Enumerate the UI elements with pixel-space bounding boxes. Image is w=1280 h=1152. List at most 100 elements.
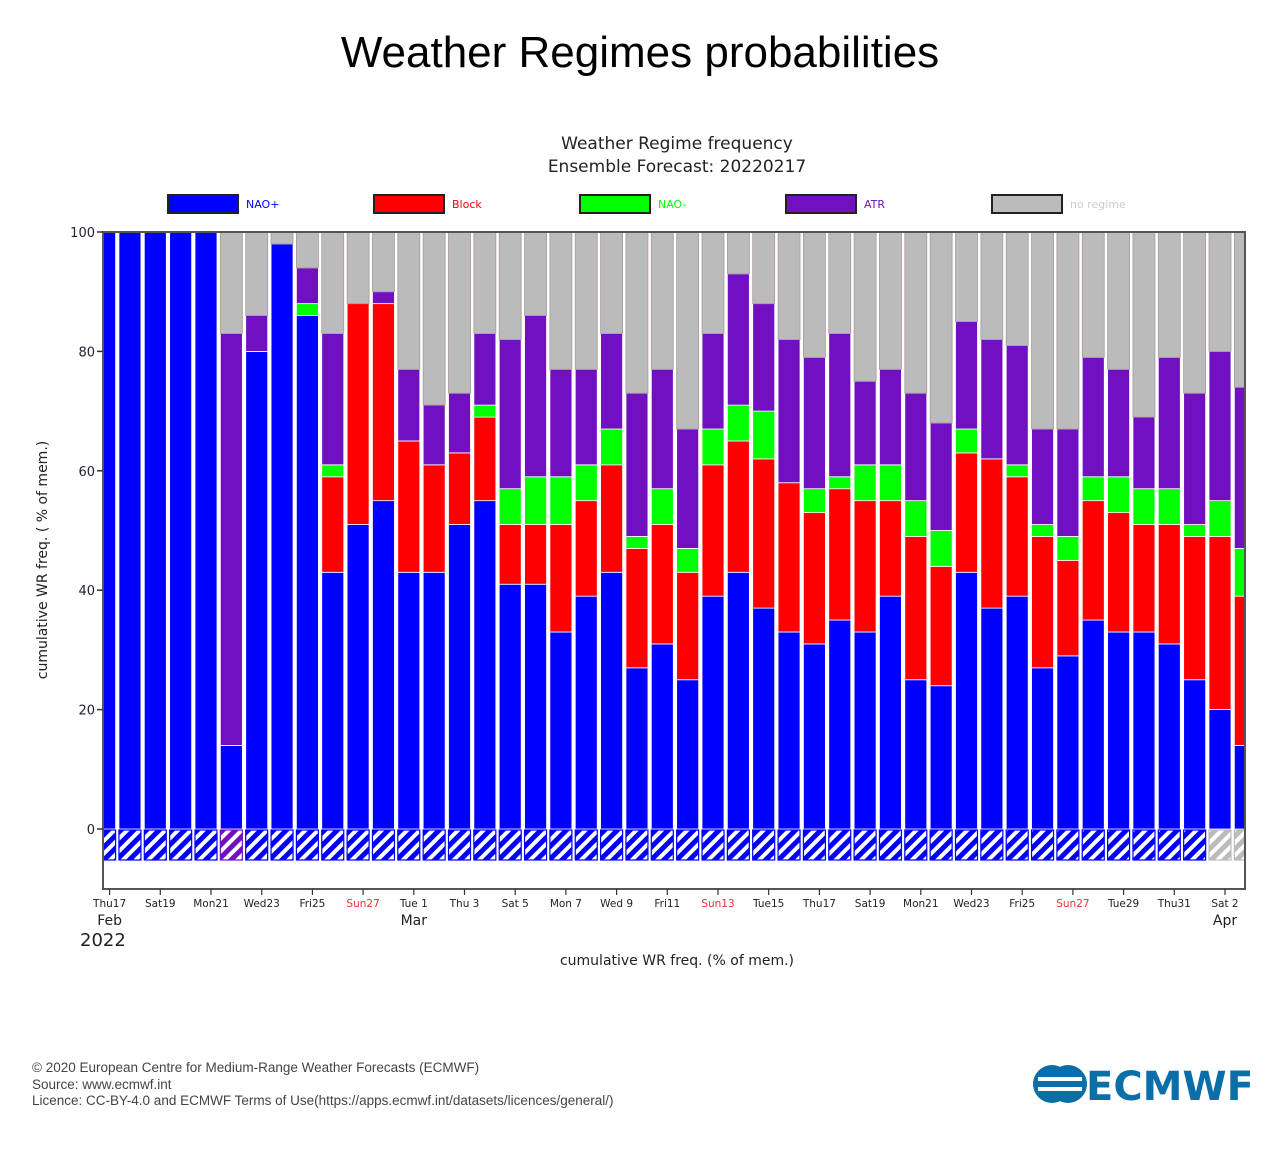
bar-stack (143, 232, 167, 861)
bar-segment-atr (879, 368, 902, 466)
bar-segment-atr (1056, 428, 1080, 537)
bar-segment-atr (372, 291, 395, 305)
bar-segment-nao-minus (1157, 488, 1181, 525)
bar-segment-atr (524, 315, 547, 478)
y-axis-label: cumulative WR freq. ( % of mem.) (35, 441, 51, 680)
bar-segment-no-regime (853, 232, 877, 382)
bar-segment-nao-minus (549, 476, 573, 525)
x-tick-label: Sat 2 (1211, 898, 1238, 910)
hatch-box (1233, 829, 1245, 861)
x-tick-label: Tue29 (1107, 898, 1139, 910)
source-text: Source: www.ecmwf.int (32, 1076, 172, 1092)
hatch-box (929, 829, 953, 861)
ecmwf-logo-icon: ECMWF (1033, 1064, 1254, 1110)
bar-segment-atr (295, 267, 319, 305)
bar-segment-atr (676, 428, 700, 549)
legend-item-atr: ATR (785, 194, 885, 214)
x-tick-label: Wed23 (244, 898, 280, 910)
bar-segment-nao-minus (1031, 524, 1054, 537)
bar-segment-atr (1031, 428, 1054, 525)
bar-segment-nao (777, 631, 801, 830)
bar-stack (676, 232, 700, 861)
hatch-box (523, 829, 548, 861)
bar-segment-nao (574, 595, 598, 830)
bar-segment-no-regime (219, 232, 243, 334)
hatch-box (498, 829, 522, 861)
x-tick-label: Wed 9 (600, 898, 633, 910)
bar-segment-atr (574, 368, 598, 466)
bar-segment-nao-minus (701, 428, 725, 466)
bar-stack (1208, 232, 1232, 861)
bar-stack (447, 232, 472, 861)
x-tick-label: Thu17 (802, 898, 836, 910)
hatch-box (422, 829, 446, 861)
legend-swatch (785, 194, 857, 214)
bar-segment-nao-minus (574, 464, 598, 502)
x-tick-label: Sun27 (346, 898, 379, 910)
bar-segment-block (524, 524, 547, 585)
bar-stack (295, 232, 319, 861)
bar-segment-nao (752, 607, 776, 830)
x-tick-label: Sun13 (701, 898, 734, 910)
bar-segment-no-regime (1056, 232, 1080, 430)
bar-segment-block (422, 464, 446, 573)
bar-segment-nao (270, 243, 294, 830)
month-label: Feb (97, 913, 122, 929)
bar-segment-block (1208, 536, 1232, 710)
bar-segment-nao (904, 679, 928, 830)
bar-segment-no-regime (625, 232, 649, 394)
bar-segment-block (397, 440, 421, 573)
bar-stack (1081, 232, 1105, 861)
bar-segment-nao (169, 232, 193, 830)
chart-subtitle: Ensemble Forecast: 20220217 (548, 157, 806, 177)
bar-segment-block (549, 524, 573, 633)
bar-segment-no-regime (1208, 232, 1232, 352)
bar-segment-no-regime (600, 232, 623, 334)
hatch-box (103, 829, 117, 861)
plot-area (103, 232, 1245, 861)
bar-segment-no-regime (752, 232, 776, 305)
hatch-box (143, 829, 167, 861)
chart-title: Weather Regime frequency (561, 134, 793, 154)
bar-segment-block (346, 303, 370, 525)
y-tick-label: 0 (87, 823, 95, 838)
bar-segment-nao (1031, 667, 1054, 830)
bar-segment-block (955, 452, 978, 573)
hatch-box (1106, 829, 1131, 861)
bar-segment-atr (701, 333, 725, 430)
month-label: Mar (401, 913, 428, 929)
bar-segment-nao (295, 315, 319, 830)
bar-segment-nao-minus (803, 488, 826, 513)
bar-segment-atr (219, 333, 243, 746)
bar-stack (245, 232, 269, 861)
bar-stack (954, 232, 979, 861)
hatch-box (574, 829, 598, 861)
x-tick-label: Sat19 (855, 898, 886, 910)
bar-segment-no-regime (397, 232, 421, 370)
bar-segment-block (372, 303, 395, 502)
bar-segment-block (1056, 559, 1080, 657)
bar-stack (599, 232, 624, 861)
bar-segment-atr (321, 333, 345, 466)
bar-segment-atr (726, 273, 750, 406)
bar-segment-block (803, 512, 826, 645)
bar-segment-nao (103, 232, 116, 830)
bar-segment-block (752, 458, 776, 609)
bar-segment-nao-minus (853, 464, 877, 502)
bar-segment-nao (929, 685, 953, 830)
bar-segment-atr (600, 333, 623, 430)
bar-stack (853, 232, 877, 861)
bar-segment-nao (828, 619, 852, 830)
legend-label: ATR (864, 198, 885, 211)
bar-segment-atr (853, 380, 877, 466)
bar-segment-nao (1107, 631, 1130, 830)
bar-segment-block (828, 488, 852, 621)
bar-segment-atr (397, 368, 421, 442)
legend-item-nao: NAO+ (167, 194, 279, 214)
hatch-box (1157, 829, 1181, 861)
bar-segment-atr (1157, 356, 1181, 490)
legend-item-no-regime: no regime (991, 194, 1126, 214)
bar-segment-atr (752, 303, 776, 412)
y-tick-label: 80 (78, 345, 95, 360)
bar-segment-atr (828, 333, 852, 478)
